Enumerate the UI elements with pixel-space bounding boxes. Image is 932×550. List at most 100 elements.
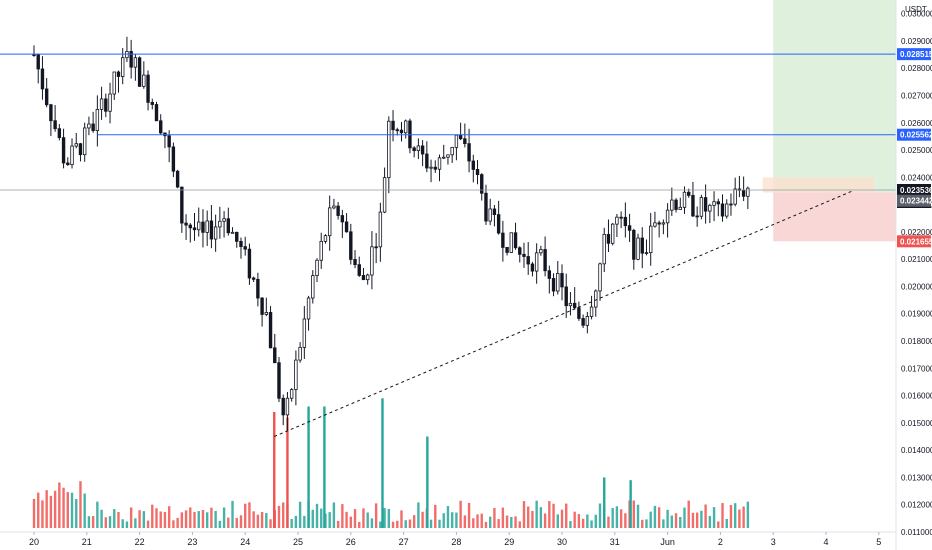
candle-body [70, 145, 74, 166]
candle-body [264, 312, 269, 315]
volume-bar [712, 507, 716, 528]
volume-bar [746, 501, 750, 528]
trend-line[interactable] [274, 190, 853, 437]
candle-body [222, 218, 226, 222]
volume-bar [49, 495, 53, 528]
volume-bar [104, 517, 108, 528]
volume-bar [467, 502, 471, 528]
candle-body [699, 197, 704, 217]
candle-body [581, 318, 585, 326]
volume-bar [607, 516, 610, 528]
candle-body [150, 101, 154, 105]
candle-body [289, 389, 294, 399]
candle-body [361, 275, 366, 281]
candle-body [615, 216, 619, 225]
y-tick-label: 0.028000 [901, 64, 932, 73]
volume-spike [381, 398, 384, 528]
candle-body [556, 273, 560, 292]
volume-bar [256, 514, 260, 528]
volume-bar [370, 518, 374, 528]
candle-body [454, 134, 459, 148]
volume-bar [446, 506, 450, 528]
candle-body [129, 51, 133, 68]
candle-body [670, 199, 674, 211]
candle-body [687, 191, 691, 196]
candle-body [91, 123, 95, 131]
candle-body [712, 201, 716, 206]
currency-label: USDT [905, 5, 927, 14]
candle-body [484, 192, 488, 222]
volume-bar [653, 505, 657, 528]
candle-body [640, 237, 644, 254]
x-tick-label: 28 [451, 537, 461, 547]
x-tick-label: 24 [240, 537, 250, 547]
candle-body [649, 225, 653, 254]
candle-body [61, 137, 66, 164]
candle-body [184, 222, 188, 226]
candle-body [323, 235, 328, 242]
volume-spike [323, 406, 326, 528]
volume-bar [636, 504, 640, 528]
volume-bar [96, 501, 99, 528]
candle-body [277, 362, 281, 399]
volume-bar [205, 512, 209, 528]
candle-body [209, 220, 214, 240]
candle-body [513, 232, 518, 249]
candle-body [522, 253, 526, 257]
volume-bar [619, 509, 623, 528]
candle-body [192, 227, 197, 231]
volume-bar [438, 519, 441, 528]
candle-body [112, 71, 116, 95]
candle-body [551, 278, 556, 292]
volume-bar [577, 514, 581, 528]
candle-body [213, 226, 218, 240]
candle-body [349, 231, 353, 260]
candle-body [450, 146, 454, 156]
volume-bar [535, 500, 538, 528]
candle-body [547, 270, 552, 279]
candle-body [121, 57, 125, 77]
volume-bars [32, 398, 750, 528]
volume-bar [400, 510, 403, 528]
volume-bar [235, 517, 238, 528]
volume-bar [37, 492, 40, 528]
volume-bar [412, 515, 416, 528]
candle-body [142, 74, 146, 87]
x-tick-label: 26 [346, 537, 356, 547]
volume-bar [391, 521, 395, 528]
volume-bar [159, 511, 162, 528]
candle-body [746, 187, 750, 197]
x-tick-label: 23 [187, 537, 197, 547]
candle-body [577, 307, 581, 319]
y-tick-label: 0.029000 [901, 37, 932, 46]
candle-body [429, 166, 433, 169]
candle-body [235, 231, 239, 242]
volume-bar [260, 511, 264, 528]
x-tick-label: 29 [504, 537, 514, 547]
y-tick-label: 0.011000 [901, 528, 932, 537]
volume-bar [66, 492, 69, 528]
candle-body [425, 153, 429, 169]
candle-body [467, 143, 471, 162]
stop-badge [897, 235, 931, 248]
candle-body [188, 224, 192, 229]
candle-body [311, 275, 315, 299]
candle-body [315, 259, 319, 276]
candle-body [725, 203, 729, 217]
volume-bar [58, 482, 61, 528]
volume-bar [586, 514, 589, 528]
price-axis[interactable] [896, 0, 932, 550]
candle-body [365, 274, 370, 281]
candle-body [108, 93, 112, 112]
volume-bar [641, 519, 644, 528]
volume-bar [687, 500, 690, 528]
candle-body [627, 225, 632, 231]
candle-body [251, 277, 256, 280]
volume-bar [679, 516, 682, 528]
volume-bar [666, 509, 669, 528]
candle-body [357, 264, 361, 276]
time-axis[interactable] [0, 532, 896, 550]
candle-body [159, 120, 163, 134]
candle-body [243, 246, 247, 250]
